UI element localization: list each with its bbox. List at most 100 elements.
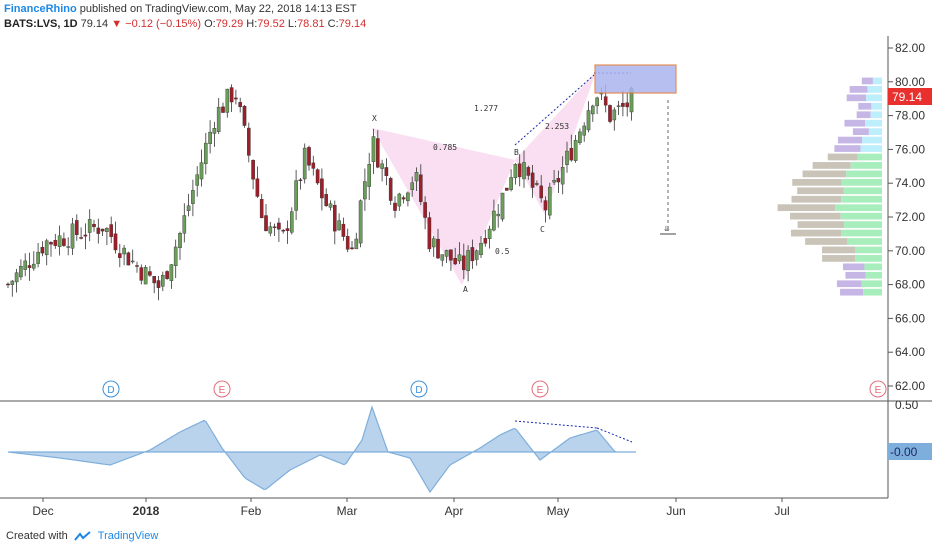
candle-body [290, 211, 294, 233]
candle-body [281, 229, 286, 232]
volume-bar-up [843, 187, 882, 195]
volume-bar-down [797, 221, 845, 228]
event-circle[interactable] [531, 380, 549, 398]
candle-body [350, 247, 354, 249]
event-label: E [537, 385, 544, 396]
down-arrow-icon: ▼ [111, 18, 123, 30]
volume-bar-down [790, 212, 841, 220]
candle-body [608, 105, 612, 122]
volume-bar-up [862, 136, 882, 144]
footer: Created with TradingView [6, 530, 158, 542]
candle-body [139, 267, 144, 281]
event-label: D [107, 385, 114, 396]
candle-body [234, 97, 238, 100]
candle-body [70, 223, 75, 249]
harmonic-labels: X A B C 0.785 1.277 0.5 2.253 [372, 104, 569, 294]
volume-bar-up [846, 170, 882, 178]
volume-bar-down [822, 255, 856, 262]
last-price: 79.14 [80, 18, 109, 30]
volume-bar-down [777, 204, 836, 212]
candle-body [242, 105, 247, 126]
candle-body [165, 271, 169, 279]
candle-body [178, 233, 182, 248]
candle-body [272, 226, 277, 228]
volume-bar-up [867, 86, 882, 93]
candle-body [453, 258, 458, 265]
harmonic-label: 2.253 [545, 122, 569, 131]
candle-body [548, 186, 552, 216]
tradingview-link[interactable]: TradingView [97, 530, 159, 542]
candle-body [199, 162, 204, 180]
candle-body [186, 205, 191, 211]
open-value: 79.29 [215, 18, 244, 30]
volume-bar-down [822, 246, 856, 254]
candle-body [470, 247, 475, 262]
price-change: −0.12 (−0.15%) [125, 18, 201, 30]
volume-bar-up [870, 111, 882, 119]
oscillator-area [7, 405, 636, 494]
candle-body [62, 238, 66, 246]
candle-body [517, 163, 522, 178]
target-zone[interactable] [594, 64, 677, 94]
candle-body [582, 125, 586, 136]
candle-body [66, 246, 70, 248]
candle-body [6, 283, 10, 286]
candle-body [565, 150, 569, 165]
candle-body [135, 265, 139, 267]
candle-body [500, 192, 505, 220]
price-tick-label: 74.00 [895, 176, 925, 190]
candle-body [526, 167, 531, 176]
candle-body [543, 200, 548, 211]
candle-body [208, 131, 212, 144]
symbol-label[interactable]: BATS:LVS, 1D [4, 18, 78, 30]
xd-dotted-line [514, 74, 595, 146]
candle-body [578, 131, 582, 143]
event-circle[interactable] [102, 380, 120, 398]
candle-body [14, 272, 19, 283]
low-label: L: [287, 18, 298, 30]
price-tick-label: 76.00 [895, 142, 925, 156]
candle-body [79, 237, 83, 239]
candle-body [616, 105, 621, 107]
candle-body [569, 147, 574, 161]
volume-bar-down [791, 195, 842, 203]
candle-body [380, 163, 384, 169]
candle-body [96, 227, 101, 234]
harmonic-label: B [514, 148, 519, 157]
divergence-line-1 [514, 420, 598, 429]
event-circle[interactable] [410, 380, 428, 398]
candle-body [53, 240, 58, 246]
candle-body [143, 267, 148, 285]
volume-bar-up [863, 288, 882, 296]
candle-body [23, 260, 28, 270]
close-value: 79.14 [338, 18, 367, 30]
candle-body [496, 213, 501, 217]
volume-bar-up [840, 212, 882, 220]
time-axis[interactable]: Dec 2018 Feb Mar Apr May Jun Jul [32, 498, 790, 518]
candle-body [148, 271, 152, 276]
volume-bar-up [872, 77, 882, 85]
candle-body [483, 238, 488, 244]
candle-body [203, 142, 208, 164]
candle-body [457, 254, 462, 262]
price-axis[interactable]: 82.00 80.00 78.00 76.00 74.00 72.00 70.00 68.00… [888, 41, 925, 412]
candle-body [105, 228, 109, 232]
candle-body [414, 172, 419, 182]
event-circle[interactable] [213, 380, 231, 398]
time-tick-label: May [547, 504, 570, 518]
candle-body [376, 138, 380, 168]
candle-body [10, 280, 15, 285]
candle-body [113, 233, 118, 251]
candle-body [440, 254, 445, 261]
candle-body [535, 183, 539, 185]
volume-bar-down [812, 162, 851, 169]
volume-bar-up [857, 153, 882, 161]
candle-body [212, 128, 217, 134]
volume-bar-down [846, 94, 867, 102]
publisher-name[interactable]: FinanceRhino [4, 3, 77, 15]
event-circle[interactable] [869, 380, 887, 398]
candle-body [169, 264, 174, 281]
candle-body [49, 242, 53, 245]
candle-body [410, 182, 415, 190]
